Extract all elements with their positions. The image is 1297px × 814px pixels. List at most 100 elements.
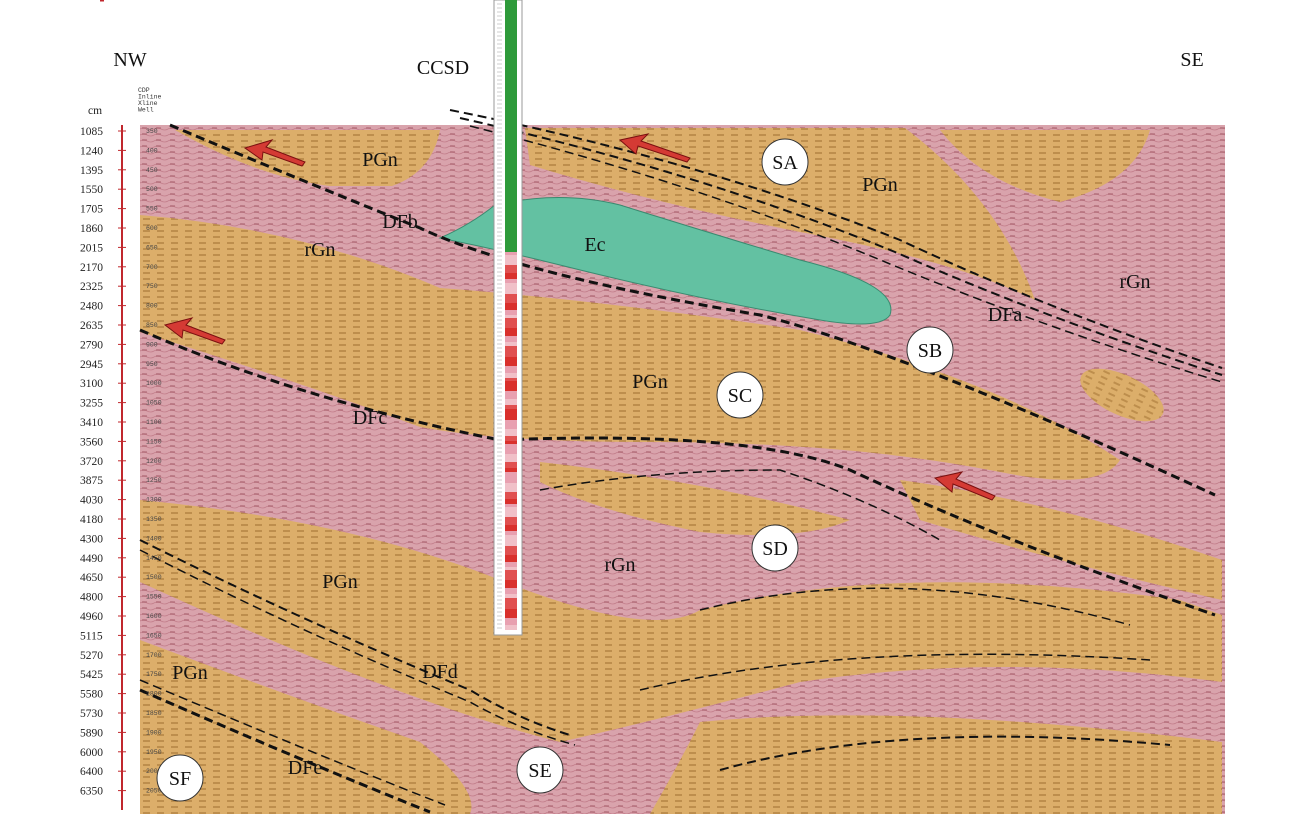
log-stripe <box>505 3 517 13</box>
time-label: 750 <box>146 283 158 290</box>
log-stripe <box>505 168 517 177</box>
log-stripe <box>505 177 517 184</box>
log-stripe <box>505 84 517 90</box>
log-stripe <box>505 378 517 381</box>
log-stripe <box>505 252 517 255</box>
log-stripe <box>505 499 517 504</box>
log-stripe <box>505 231 517 240</box>
fault-label: DFc <box>353 407 388 429</box>
depth-unit: cm <box>88 105 102 117</box>
log-stripe <box>505 192 517 202</box>
log-stripe <box>505 105 517 114</box>
log-stripe <box>505 328 517 336</box>
depth-label: 2480 <box>80 301 103 313</box>
fault-label: DFa <box>988 304 1023 326</box>
depth-label: 5115 <box>80 630 103 642</box>
log-stripe <box>505 336 517 342</box>
log-stripe <box>505 51 517 58</box>
log-stripe <box>505 126 517 129</box>
zone-label: SC <box>728 385 752 407</box>
time-label: 1150 <box>146 438 162 445</box>
log-stripe <box>505 609 517 618</box>
log-stripe <box>505 525 517 531</box>
header-label: Well <box>138 107 154 114</box>
log-stripe <box>505 31 517 42</box>
time-label: 1700 <box>146 652 162 659</box>
time-label: 1900 <box>146 729 162 736</box>
unit-label: rGn <box>304 239 335 261</box>
depth-label: 2790 <box>80 339 103 351</box>
fault-label: DFe <box>288 757 323 779</box>
log-stripe <box>505 346 517 357</box>
depth-label: 3560 <box>80 436 103 448</box>
time-label: 1750 <box>146 671 162 678</box>
log-stripe <box>505 436 517 441</box>
depth-label: 2635 <box>80 320 103 332</box>
depth-label: 3255 <box>80 398 103 410</box>
log-stripe <box>505 399 517 405</box>
time-label: 1100 <box>146 419 162 426</box>
depth-label: 1395 <box>80 165 103 177</box>
depth-label: 1085 <box>80 126 103 138</box>
log-stripe <box>505 492 517 499</box>
log-stripe <box>505 598 517 609</box>
log-stripe <box>505 562 517 567</box>
zone-label: SF <box>169 768 191 790</box>
log-stripe <box>505 255 517 265</box>
log-stripe <box>505 42 517 51</box>
unit-label: PGn <box>632 371 668 393</box>
time-label: 800 <box>146 303 158 310</box>
zone-label: SE <box>528 760 551 782</box>
fault-label: DFd <box>422 661 458 683</box>
log-stripe <box>505 444 517 454</box>
log-stripe <box>505 139 517 147</box>
depth-label: 5270 <box>80 650 103 662</box>
log-stripe <box>505 580 517 588</box>
time-label: 1500 <box>146 574 162 581</box>
log-stripe <box>505 405 517 409</box>
time-label: 550 <box>146 206 158 213</box>
depth-label: 3720 <box>80 456 103 468</box>
depth-label: 2325 <box>80 281 103 293</box>
log-stripe <box>505 373 517 378</box>
log-stripe <box>505 210 517 216</box>
log-stripe <box>505 147 517 153</box>
log-stripe <box>505 129 517 139</box>
time-label: 900 <box>146 341 158 348</box>
log-stripe <box>505 507 517 517</box>
log-stripe <box>505 318 517 328</box>
depth-label: 3100 <box>80 378 103 390</box>
unit-label: PGn <box>172 662 208 684</box>
log-stripe <box>505 58 517 63</box>
log-stripe <box>505 0 517 3</box>
time-label: 950 <box>146 361 158 368</box>
time-label: 1650 <box>146 632 162 639</box>
log-stripe <box>505 381 517 391</box>
depth-label: 3410 <box>80 417 103 429</box>
depth-label: 4030 <box>80 495 103 507</box>
log-stripe <box>505 420 517 429</box>
unit-label: PGn <box>322 571 358 593</box>
depth-label: 5730 <box>80 708 103 720</box>
zone-label: SD <box>762 538 788 560</box>
log-stripe <box>505 546 517 555</box>
log-stripe <box>505 342 517 346</box>
depth-label: 5890 <box>80 727 103 739</box>
log-stripe <box>505 535 517 546</box>
log-stripe <box>505 265 517 273</box>
log-stripe <box>505 555 517 562</box>
log-stripe <box>505 594 517 598</box>
log-stripe <box>505 472 517 483</box>
time-label: 600 <box>146 225 158 232</box>
log-stripe <box>505 157 517 168</box>
log-stripe <box>505 202 517 210</box>
log-stripe <box>505 94 517 105</box>
depth-label: 2170 <box>80 262 103 274</box>
log-stripe <box>505 570 517 580</box>
time-label: 1850 <box>146 710 162 717</box>
log-stripe <box>505 27 517 31</box>
log-stripe <box>505 483 517 492</box>
log-stripe <box>505 240 517 247</box>
time-label: 1950 <box>146 749 162 756</box>
log-stripe <box>505 366 517 373</box>
